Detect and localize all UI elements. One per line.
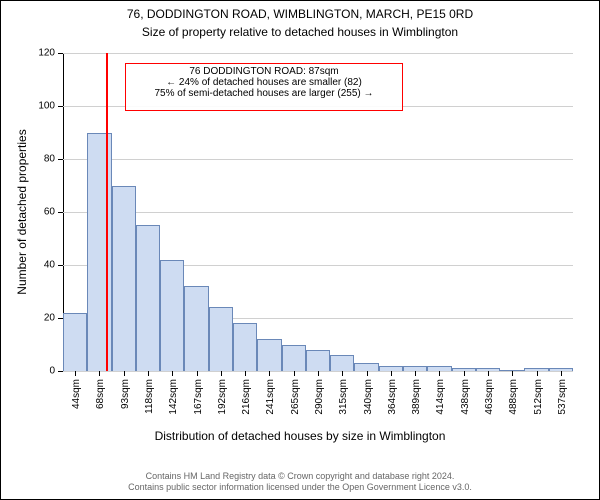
x-tick-label: 93sqm (120, 379, 131, 409)
x-tick-label: 315sqm (338, 379, 349, 415)
y-tick-mark (58, 53, 63, 54)
y-tick-mark (58, 106, 63, 107)
histogram-bar (306, 350, 330, 371)
x-tick-mark (561, 371, 562, 376)
x-tick-label: 340sqm (363, 379, 374, 415)
x-tick-label: 241sqm (265, 379, 276, 415)
property-marker-line (106, 53, 108, 371)
plot-area: 76 DODDINGTON ROAD: 87sqm← 24% of detach… (63, 53, 573, 371)
histogram-bar (330, 355, 354, 371)
y-tick-label: 120 (29, 48, 55, 59)
annotation-box: 76 DODDINGTON ROAD: 87sqm← 24% of detach… (125, 63, 403, 111)
annotation-line: 75% of semi-detached houses are larger (… (130, 88, 398, 99)
histogram-bar (354, 363, 378, 371)
chart-container: 76, DODDINGTON ROAD, WIMBLINGTON, MARCH,… (0, 0, 600, 500)
x-tick-label: 265sqm (290, 379, 301, 415)
x-tick-label: 68sqm (95, 379, 106, 409)
x-tick-mark (415, 371, 416, 376)
footer-line: Contains HM Land Registry data © Crown c… (128, 471, 472, 482)
y-tick-label: 100 (29, 101, 55, 112)
histogram-bar (136, 225, 160, 371)
x-axis-label: Distribution of detached houses by size … (155, 429, 446, 443)
y-tick-label: 80 (29, 154, 55, 165)
histogram-bar (160, 260, 184, 371)
y-tick-label: 0 (29, 366, 55, 377)
grid-line (63, 212, 573, 213)
x-tick-mark (172, 371, 173, 376)
footer-line: Contains public sector information licen… (128, 482, 472, 493)
y-tick-mark (58, 318, 63, 319)
x-tick-mark (245, 371, 246, 376)
x-tick-mark (148, 371, 149, 376)
x-tick-mark (537, 371, 538, 376)
x-tick-mark (197, 371, 198, 376)
histogram-bar (184, 286, 208, 371)
grid-line (63, 53, 573, 54)
x-tick-label: 414sqm (435, 379, 446, 415)
y-tick-mark (58, 159, 63, 160)
x-tick-mark (512, 371, 513, 376)
y-axis-label: Number of detached properties (15, 129, 29, 294)
x-tick-mark (99, 371, 100, 376)
x-tick-label: 192sqm (217, 379, 228, 415)
y-tick-label: 60 (29, 207, 55, 218)
histogram-bar (63, 313, 87, 371)
footer-attribution: Contains HM Land Registry data © Crown c… (128, 471, 472, 494)
histogram-bar (233, 323, 257, 371)
grid-line (63, 159, 573, 160)
x-tick-label: 438sqm (460, 379, 471, 415)
x-tick-label: 290sqm (314, 379, 325, 415)
chart-title-line1: 76, DODDINGTON ROAD, WIMBLINGTON, MARCH,… (127, 7, 473, 21)
x-tick-mark (294, 371, 295, 376)
histogram-bar (257, 339, 281, 371)
chart-title-line2: Size of property relative to detached ho… (142, 25, 458, 39)
histogram-bar (209, 307, 233, 371)
x-tick-mark (342, 371, 343, 376)
histogram-bar (112, 186, 136, 372)
annotation-line: ← 24% of detached houses are smaller (82… (130, 77, 398, 88)
x-tick-label: 118sqm (144, 379, 155, 414)
x-tick-mark (221, 371, 222, 376)
x-tick-mark (124, 371, 125, 376)
x-tick-label: 463sqm (484, 379, 495, 415)
annotation-line: 76 DODDINGTON ROAD: 87sqm (130, 66, 398, 77)
x-tick-label: 512sqm (533, 379, 544, 415)
x-tick-label: 216sqm (241, 379, 252, 415)
x-tick-label: 537sqm (557, 379, 568, 415)
x-tick-label: 44sqm (71, 379, 82, 409)
x-tick-label: 167sqm (193, 379, 204, 415)
y-tick-mark (58, 212, 63, 213)
x-tick-mark (269, 371, 270, 376)
x-tick-label: 142sqm (168, 379, 179, 415)
x-tick-mark (318, 371, 319, 376)
y-tick-mark (58, 265, 63, 266)
x-tick-label: 389sqm (411, 379, 422, 415)
histogram-bar (87, 133, 111, 372)
x-tick-mark (464, 371, 465, 376)
y-tick-label: 20 (29, 313, 55, 324)
x-tick-mark (439, 371, 440, 376)
x-tick-mark (367, 371, 368, 376)
x-tick-label: 364sqm (387, 379, 398, 415)
x-tick-mark (391, 371, 392, 376)
y-tick-label: 40 (29, 260, 55, 271)
histogram-bar (282, 345, 306, 372)
x-tick-mark (488, 371, 489, 376)
y-tick-mark (58, 371, 63, 372)
x-tick-mark (75, 371, 76, 376)
x-tick-label: 488sqm (508, 379, 519, 415)
